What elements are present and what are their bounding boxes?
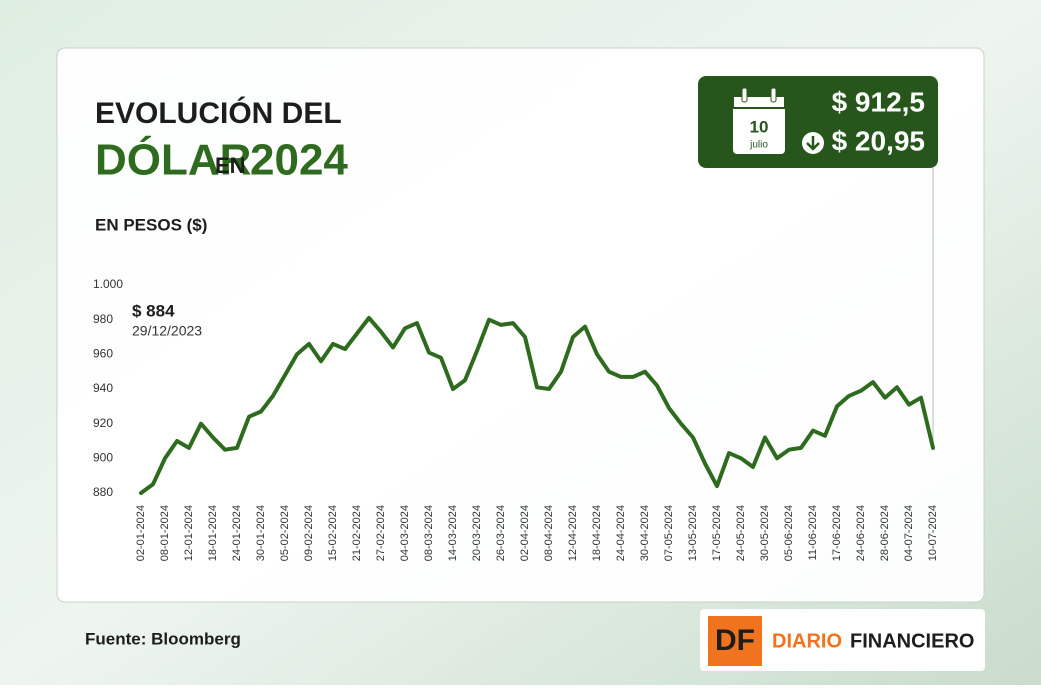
logo-box (700, 609, 985, 671)
x-tick-label: 24-01-2024 (231, 505, 243, 561)
price-line (139, 315, 935, 495)
x-tick-label: 12-04-2024 (567, 505, 579, 561)
logo-first: DIARIO (772, 630, 842, 652)
annotation-value: $ 884 (132, 301, 175, 320)
x-tick-label: 09-02-2024 (303, 505, 315, 561)
y-tick-label: 960 (93, 347, 113, 361)
annotation-date: 29/12/2023 (132, 323, 202, 339)
x-tick-label: 04-03-2024 (399, 505, 411, 561)
x-tick-label: 05-06-2024 (783, 505, 795, 561)
x-tick-label: 17-06-2024 (831, 505, 843, 561)
title-connector: EN (215, 153, 246, 178)
x-tick-label: 30-04-2024 (639, 505, 651, 561)
x-tick-label: 20-03-2024 (471, 505, 483, 561)
x-tick-label: 08-01-2024 (159, 505, 171, 561)
x-tick-label: 27-02-2024 (375, 505, 387, 561)
x-tick-label: 04-07-2024 (903, 505, 915, 561)
down-arrow (806, 136, 820, 151)
logo-mark (708, 616, 762, 666)
x-tick-label: 17-05-2024 (711, 505, 723, 561)
x-tick-label: 13-05-2024 (687, 505, 699, 561)
x-tick-label: 18-04-2024 (591, 505, 603, 561)
logo-second: FINANCIERO (850, 630, 974, 652)
y-tick-label: 1.000 (93, 277, 123, 291)
x-tick-label: 24-06-2024 (855, 505, 867, 561)
y-tick-label: 900 (93, 451, 113, 465)
y-tick-label: 880 (93, 485, 113, 499)
x-tick-label: 28-06-2024 (879, 505, 891, 561)
card (56, 47, 985, 603)
x-tick-label: 11-06-2024 (807, 505, 819, 560)
x-tick-label: 10-07-2024 (927, 505, 939, 561)
subtitle: EN PESOS ($) (95, 215, 207, 234)
x-tick-label: 12-01-2024 (183, 505, 195, 561)
x-tick-label: 05-02-2024 (279, 505, 291, 561)
x-tick-label: 21-02-2024 (351, 505, 363, 561)
x-tick-label: 30-05-2024 (759, 505, 771, 561)
x-tick-label: 24-05-2024 (735, 505, 747, 561)
badge-day: 10 (750, 117, 769, 136)
calendar-ring (741, 87, 748, 103)
x-tick-label: 24-04-2024 (615, 505, 627, 561)
x-tick-label: 08-03-2024 (423, 505, 435, 561)
x-tick-label: 08-04-2024 (543, 505, 555, 561)
x-tick-label: 14-03-2024 (447, 505, 459, 561)
y-tick-label: 980 (93, 312, 113, 326)
x-tick-label: 02-01-2024 (135, 505, 147, 561)
calendar-top (732, 95, 786, 109)
title-word: DÓLAR (95, 135, 251, 185)
badge-price: $ 912,5 (832, 86, 925, 117)
badge-month: julio (749, 140, 768, 151)
badge-change: $ 20,95 (832, 125, 925, 156)
x-tick-label: 15-02-2024 (327, 505, 339, 561)
calendar-icon (733, 96, 785, 154)
title: EVOLUCIÓN DEL (95, 96, 342, 130)
x-tick-label: 07-05-2024 (663, 505, 675, 561)
y-tick-label: 920 (93, 416, 113, 430)
x-tick-label: 26-03-2024 (495, 505, 507, 561)
x-tick-label: 02-04-2024 (519, 505, 531, 561)
title-year: 2024 (250, 136, 348, 185)
calendar-ring (770, 87, 777, 103)
logo-letters: DF (715, 624, 755, 657)
y-tick-label: 940 (93, 381, 113, 395)
x-tick-label: 18-01-2024 (207, 505, 219, 561)
x-tick-label: 30-01-2024 (255, 505, 267, 561)
source: Fuente: Bloomberg (85, 629, 241, 648)
